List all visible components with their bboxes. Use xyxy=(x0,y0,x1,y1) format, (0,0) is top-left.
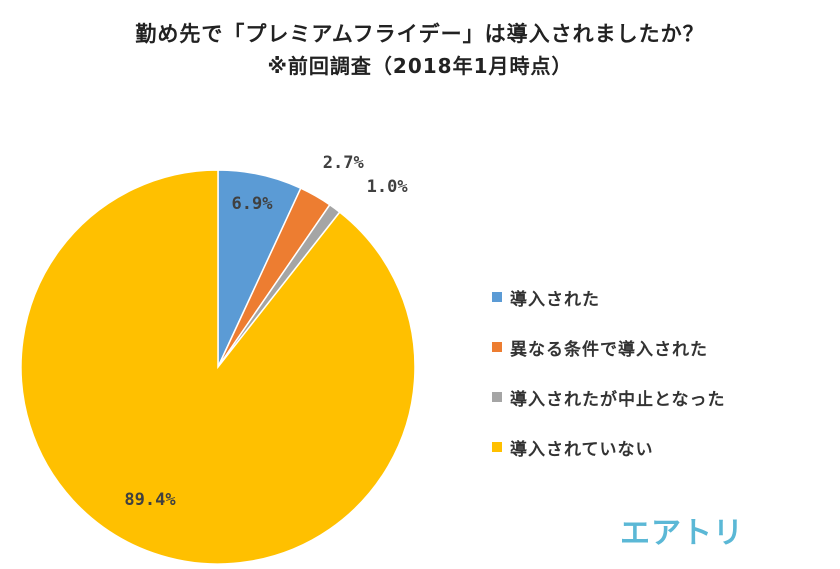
chart-title: 勤め先で「プレミアムフライデー」は導入されましたか？ ※前回調査（2018年1月… xyxy=(0,18,840,82)
legend-item: 導入されたが中止となった xyxy=(492,372,726,422)
legend-swatch xyxy=(492,392,502,402)
legend-swatch xyxy=(492,442,502,452)
legend-label: 導入されていない xyxy=(510,439,654,460)
data-label: 6.9% xyxy=(232,194,274,214)
legend-label: 導入されたが中止となった xyxy=(510,389,726,410)
legend-swatch xyxy=(492,292,502,302)
pie-slice xyxy=(20,169,416,565)
legend: 導入された異なる条件で導入された 導入されたが中止となった 導入されていない xyxy=(492,272,726,472)
data-label: 2.7% xyxy=(323,153,365,173)
data-label: 89.4% xyxy=(124,490,176,510)
legend-item: 導入されていない xyxy=(492,422,726,472)
title-line-2: ※前回調査（2018年1月時点） xyxy=(267,54,573,78)
legend-swatch xyxy=(492,342,502,352)
legend-label: 導入された xyxy=(510,289,600,310)
title-line-1: 勤め先で「プレミアムフライデー」は導入されましたか？ xyxy=(135,22,705,46)
legend-item: 異なる条件で導入された xyxy=(492,322,726,372)
legend-item: 導入された xyxy=(492,272,726,322)
legend-label: 異なる条件で導入された xyxy=(510,339,708,360)
data-label: 1.0% xyxy=(367,177,409,197)
logo: エアトリ xyxy=(620,516,744,551)
